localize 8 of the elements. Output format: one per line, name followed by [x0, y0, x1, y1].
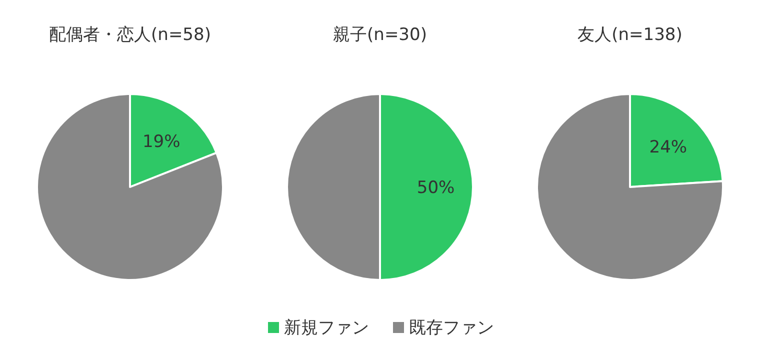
chart-title: 配偶者・恋人(n=58) — [49, 25, 211, 45]
legend-label: 新規ファン — [284, 318, 369, 338]
data-label: 19% — [142, 132, 180, 152]
legend-label: 既存ファン — [409, 318, 494, 338]
chart-title: 友人(n=138) — [578, 25, 682, 45]
chart-title: 親子(n=30) — [333, 25, 427, 45]
data-label: 50% — [416, 178, 455, 198]
data-label: 24% — [649, 137, 688, 158]
